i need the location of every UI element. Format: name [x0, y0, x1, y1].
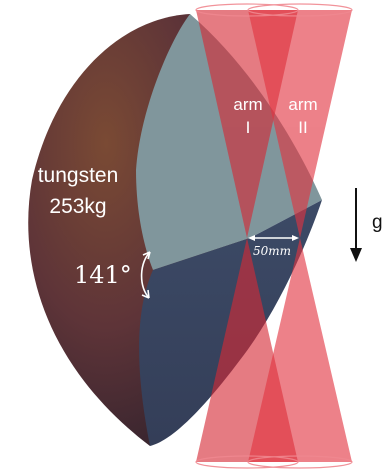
separation-arrow	[248, 235, 299, 241]
angle-label: 141°	[74, 261, 132, 289]
arm-two-cone	[248, 10, 352, 462]
separation-label: 50mm	[253, 244, 291, 258]
arm-two-numeral: II	[298, 118, 307, 137]
arm-one-numeral: I	[246, 118, 251, 137]
arm-two-label: arm	[288, 95, 317, 114]
arm-one-label: arm	[233, 95, 262, 114]
material-name: tungsten	[38, 164, 119, 187]
angle-arc-arrow	[140, 251, 151, 299]
gravity-arrow	[350, 188, 362, 262]
gravity-label: g	[372, 212, 383, 233]
cone-rims	[195, 3, 353, 469]
material-mass: 253kg	[49, 195, 106, 218]
